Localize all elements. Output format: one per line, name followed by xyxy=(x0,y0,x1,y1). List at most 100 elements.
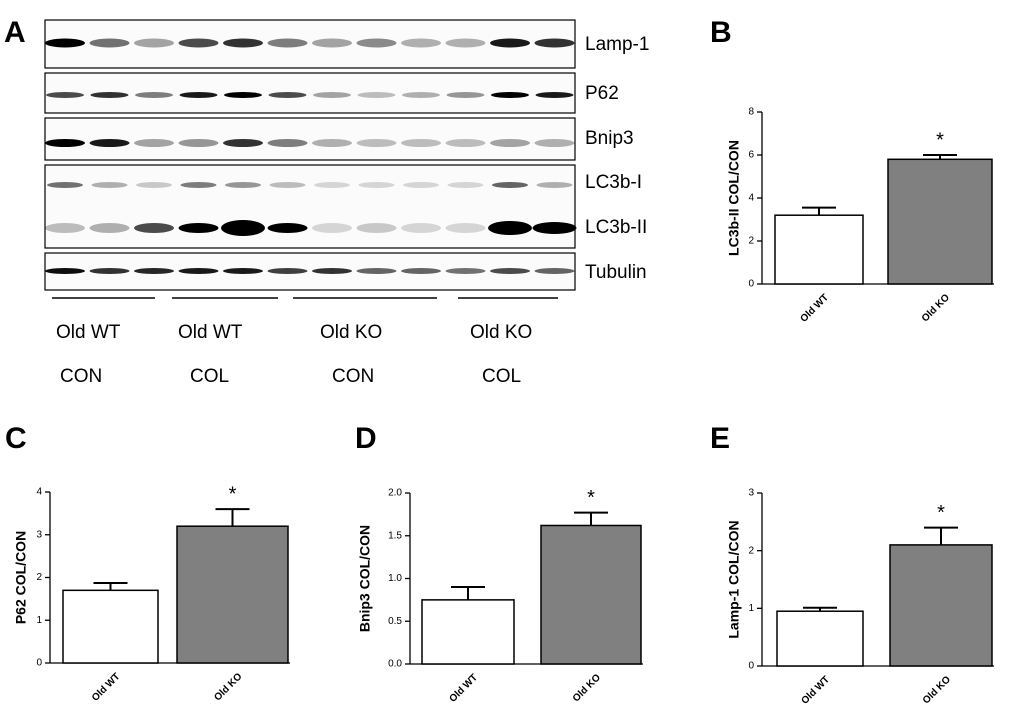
blot-band xyxy=(178,223,219,233)
y-tick-label: 3 xyxy=(36,529,42,540)
blot-box xyxy=(44,164,576,249)
blot-band xyxy=(223,38,263,48)
blot-band xyxy=(223,139,263,147)
group-label: COL xyxy=(190,366,229,387)
blot-band xyxy=(401,268,441,274)
blot-band xyxy=(89,268,130,274)
y-tick-label: 6 xyxy=(748,150,754,161)
blot-row-label: Lamp-1 xyxy=(585,34,649,55)
blot-band xyxy=(268,92,307,98)
y-tick-label: 0.5 xyxy=(388,616,402,627)
x-tick-label: Old WT xyxy=(798,292,831,325)
panel-letter: B xyxy=(710,16,732,49)
group-label: CON xyxy=(60,366,102,387)
blot-band xyxy=(46,92,84,98)
blot-band xyxy=(490,268,530,274)
y-tick-label: 2.0 xyxy=(388,488,402,499)
blot-row-label: Bnip3 xyxy=(585,128,634,149)
y-tick-label: 0 xyxy=(748,279,754,290)
blot-band xyxy=(445,38,486,48)
blot-band xyxy=(45,38,85,48)
blot-band xyxy=(178,38,219,48)
blot-band xyxy=(47,182,83,188)
annotation: * xyxy=(587,487,595,509)
y-tick-label: 3 xyxy=(748,488,754,499)
blot-band xyxy=(488,221,532,235)
blot-band xyxy=(267,268,308,274)
blot-band xyxy=(445,139,486,147)
blot-band xyxy=(225,182,261,188)
x-tick-label: Old WT xyxy=(90,671,123,704)
annotation: * xyxy=(229,483,237,505)
blot-band xyxy=(447,182,484,188)
group-label: Old KO xyxy=(320,322,382,343)
group-label: Old KO xyxy=(470,322,532,343)
blot-band xyxy=(134,38,174,48)
blot-band xyxy=(357,92,396,98)
blot-band xyxy=(223,268,263,274)
blot-band xyxy=(534,139,575,147)
bar xyxy=(889,544,993,667)
blot-band xyxy=(267,139,308,147)
blot-box xyxy=(44,117,576,161)
y-axis-label: P62 COL/CON xyxy=(13,531,29,624)
panel-letter: A xyxy=(4,16,26,49)
y-tick-label: 1 xyxy=(748,603,754,614)
blot-band xyxy=(178,139,219,147)
y-tick-label: 8 xyxy=(748,107,754,118)
blot-band xyxy=(536,182,573,188)
blot-band xyxy=(445,223,486,233)
blot-band xyxy=(90,92,129,98)
blot-band xyxy=(535,92,574,98)
blot-band xyxy=(45,223,85,233)
blot-row-label: P62 xyxy=(585,83,619,104)
y-tick-label: 0.0 xyxy=(388,659,402,670)
blot-band xyxy=(358,182,395,188)
x-tick-label: Old KO xyxy=(920,292,952,324)
x-tick-label: Old WT xyxy=(447,672,480,705)
blot-band xyxy=(534,38,575,48)
blot-band xyxy=(180,182,217,188)
blot-band xyxy=(135,92,173,98)
blot-band xyxy=(89,223,130,233)
blot-band xyxy=(179,92,218,98)
y-tick-label: 4 xyxy=(36,487,42,498)
blot-band xyxy=(356,139,397,147)
x-tick-label: Old KO xyxy=(921,674,953,706)
blot-band xyxy=(446,92,485,98)
blot-band xyxy=(267,223,308,233)
blot-band xyxy=(491,92,529,98)
y-tick-label: 2 xyxy=(748,545,754,556)
x-tick-label: Old KO xyxy=(571,672,603,704)
blot-band xyxy=(490,38,530,48)
blot-band xyxy=(403,182,439,188)
blot-box xyxy=(44,252,576,291)
bar xyxy=(774,214,864,285)
bar xyxy=(62,589,159,664)
y-tick-label: 2 xyxy=(36,572,42,583)
blot-band xyxy=(224,92,262,98)
blot-row-label: LC3b-II xyxy=(585,217,647,238)
group-label: COL xyxy=(482,366,521,387)
y-tick-label: 0 xyxy=(36,658,42,669)
panel-letter: D xyxy=(355,422,377,455)
bar xyxy=(421,599,515,665)
blot-band xyxy=(89,38,130,48)
blot-band xyxy=(221,220,265,236)
blot-band xyxy=(269,182,306,188)
blot-band xyxy=(356,223,397,233)
y-tick-label: 1 xyxy=(36,615,42,626)
bar xyxy=(176,525,289,664)
y-tick-label: 1.0 xyxy=(388,573,402,584)
x-tick-label: Old KO xyxy=(212,671,244,703)
blot-row-label: LC3b-I xyxy=(585,172,642,193)
blot-band xyxy=(312,38,352,48)
annotation: * xyxy=(937,502,945,524)
blot-band xyxy=(445,268,486,274)
x-tick-label: Old WT xyxy=(799,674,832,707)
blot-band xyxy=(312,139,352,147)
blot-band xyxy=(178,268,219,274)
y-tick-label: 4 xyxy=(748,193,754,204)
panel-letter: C xyxy=(5,422,27,455)
